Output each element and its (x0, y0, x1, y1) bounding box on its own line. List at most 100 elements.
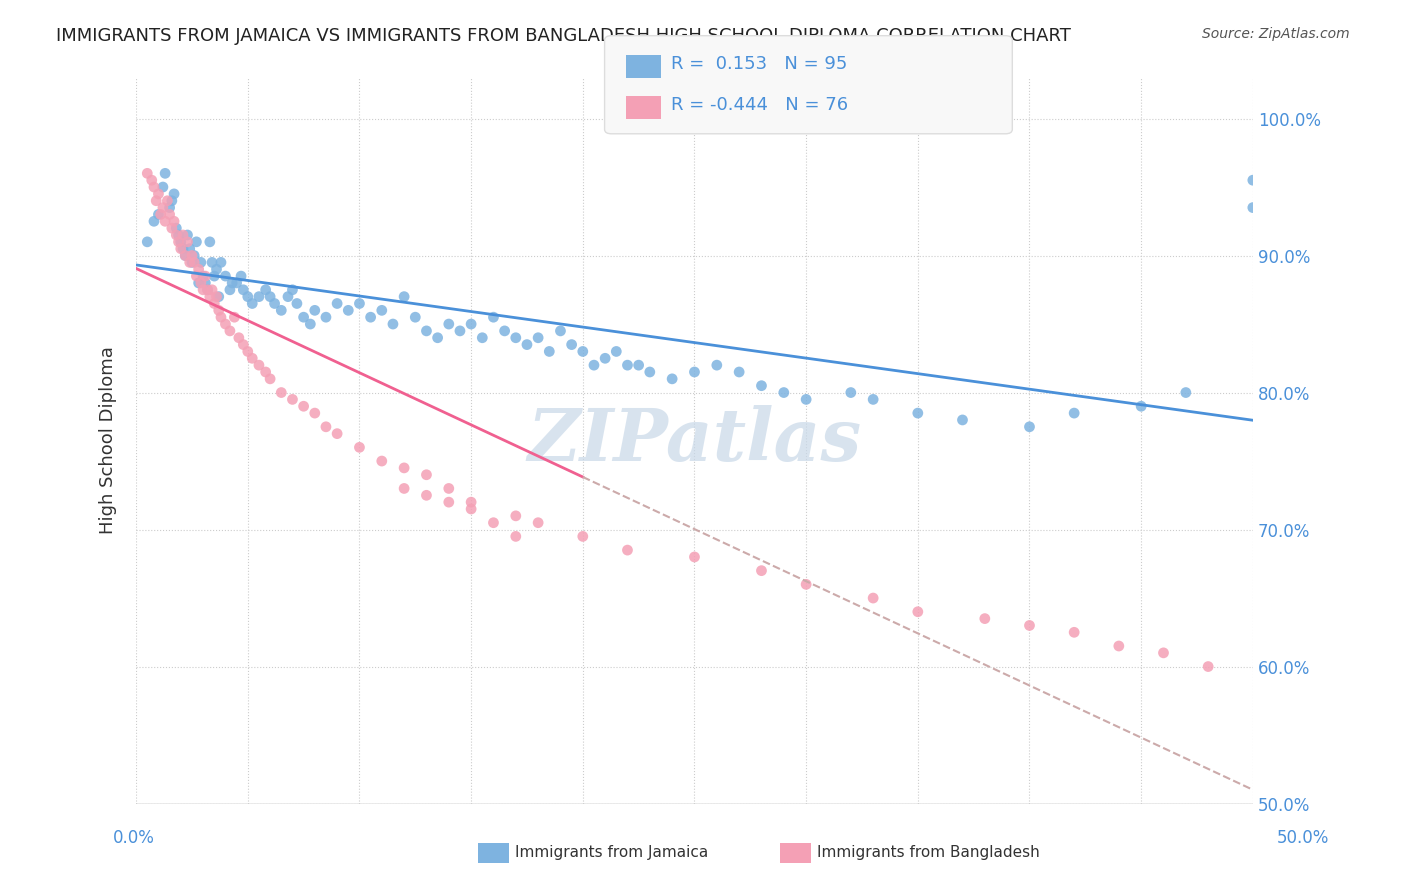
Point (229, 269, 252, 284)
Point (1063, 625, 1085, 640)
Point (1063, 406, 1085, 420)
Point (181, 255, 204, 269)
Point (616, 543, 638, 558)
Point (415, 467, 437, 482)
Point (605, 344, 627, 359)
Point (214, 269, 236, 284)
Point (751, 378, 773, 392)
Point (973, 612, 995, 626)
Point (152, 201, 174, 215)
Point (202, 269, 225, 284)
Point (315, 419, 337, 434)
Point (572, 529, 595, 543)
Point (627, 358, 650, 372)
Point (304, 406, 326, 420)
Point (460, 495, 482, 509)
Point (176, 227, 198, 242)
Point (167, 235, 190, 249)
Text: 0.0%: 0.0% (112, 829, 155, 847)
Point (179, 242, 201, 256)
Point (437, 495, 460, 509)
Point (349, 441, 371, 455)
Point (176, 235, 198, 249)
Text: Immigrants from Jamaica: Immigrants from Jamaica (515, 846, 707, 860)
Point (190, 255, 212, 269)
Point (381, 317, 404, 331)
Point (270, 303, 292, 318)
Point (202, 296, 225, 310)
Point (292, 399, 315, 413)
Point (281, 283, 304, 297)
Point (572, 344, 595, 359)
Point (219, 324, 242, 338)
Point (232, 337, 254, 351)
Point (1130, 399, 1153, 413)
Point (449, 324, 471, 338)
Point (172, 242, 194, 256)
Point (527, 516, 550, 530)
Point (582, 358, 605, 372)
Point (191, 269, 214, 284)
Point (170, 242, 193, 256)
Point (136, 166, 159, 180)
Text: R = -0.444   N = 76: R = -0.444 N = 76 (671, 96, 848, 114)
Point (360, 310, 382, 325)
Point (415, 324, 437, 338)
Point (292, 310, 315, 325)
Point (516, 337, 538, 351)
Text: R =  0.153   N = 95: R = 0.153 N = 95 (671, 55, 846, 73)
Point (683, 365, 706, 379)
Point (616, 358, 638, 372)
Point (183, 248, 205, 262)
Point (550, 324, 572, 338)
Point (270, 385, 292, 400)
Point (337, 303, 360, 318)
Point (304, 303, 326, 318)
Point (1018, 419, 1040, 434)
Point (1197, 659, 1219, 673)
Point (224, 310, 246, 325)
Point (149, 207, 172, 221)
Point (392, 482, 415, 496)
Point (907, 406, 929, 420)
Point (482, 310, 505, 325)
Point (194, 276, 217, 290)
Point (165, 221, 187, 235)
Point (163, 186, 186, 201)
Point (505, 529, 527, 543)
Point (225, 276, 247, 290)
Point (228, 331, 250, 345)
Point (415, 488, 437, 502)
Point (190, 276, 212, 290)
Point (219, 283, 242, 297)
Point (152, 180, 174, 194)
Point (197, 283, 219, 297)
Point (1108, 639, 1130, 653)
Point (505, 331, 527, 345)
Point (183, 255, 205, 269)
Point (1018, 618, 1040, 632)
Point (247, 290, 270, 304)
Point (148, 186, 170, 201)
Point (593, 351, 616, 366)
Point (174, 248, 197, 262)
Point (482, 516, 505, 530)
Point (285, 296, 308, 310)
Point (706, 358, 728, 372)
Point (254, 283, 277, 297)
Point (156, 194, 179, 208)
Point (277, 290, 299, 304)
Point (170, 235, 193, 249)
Point (1241, 201, 1264, 215)
Point (186, 235, 208, 249)
Point (1241, 173, 1264, 187)
Point (174, 248, 197, 262)
Point (1153, 646, 1175, 660)
Point (232, 283, 254, 297)
Point (862, 591, 884, 605)
Point (198, 235, 221, 249)
Point (165, 227, 187, 242)
Point (153, 166, 176, 180)
Point (197, 283, 219, 297)
Point (205, 290, 228, 304)
